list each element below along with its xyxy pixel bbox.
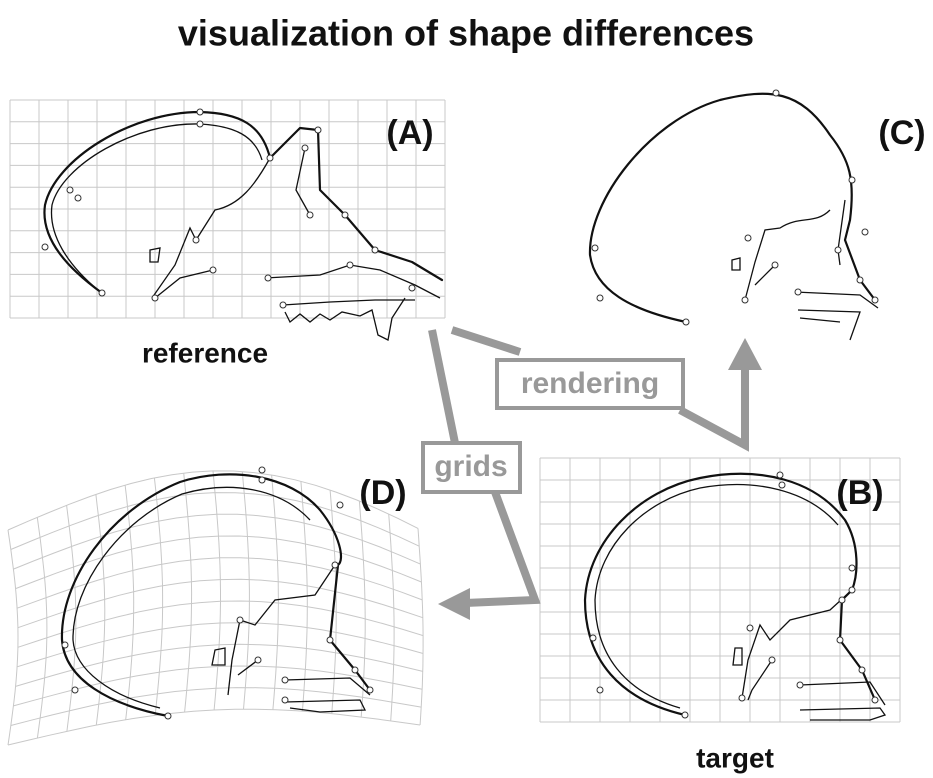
landmark [839,597,845,603]
landmarks [42,90,878,719]
landmark [779,482,785,488]
landmark [747,625,753,631]
landmark [197,121,203,127]
landmark [859,667,865,673]
landmark [197,109,203,115]
landmark [307,212,313,218]
landmark [773,90,779,96]
landmark [597,295,603,301]
landmark [210,267,216,273]
arrow-label: rendering [521,367,659,400]
landmark [347,262,353,268]
grid-line [418,528,423,725]
grid-line [8,530,18,745]
landmark [592,245,598,251]
grid-line [184,473,192,712]
landmark [795,289,801,295]
landmark [352,667,358,673]
caption: target [696,742,774,773]
landmark [797,682,803,688]
panel-label: (D) [359,474,406,512]
landmark [152,295,158,301]
landmark [259,467,265,473]
panel-label: (B) [836,474,883,512]
skull-reference [44,112,442,340]
landmark [75,195,81,201]
landmark [282,677,288,683]
grid-line [242,472,249,710]
landmark [327,637,333,643]
landmark [332,562,338,568]
landmark [72,687,78,693]
landmark [42,244,48,250]
landmark [849,177,855,183]
panel-label: (C) [878,114,925,152]
skull-rendering [590,94,878,340]
landmark [597,687,603,693]
landmark [682,712,688,718]
landmark [409,285,415,291]
landmark [280,302,286,308]
arrow-rendering-end [680,362,745,445]
landmark [255,657,261,663]
arrow-rendering-start [452,330,520,352]
landmark [267,155,273,161]
landmark [835,247,841,253]
landmark [302,145,308,151]
landmark [237,617,243,623]
landmark [193,237,199,243]
landmark [683,319,689,325]
grid-line [389,514,394,721]
landmark [777,472,783,478]
landmark [259,477,265,483]
landmark [342,212,348,218]
title: visualization of shape differences [178,13,754,54]
caption: reference [142,337,268,368]
arrow-label: grids [434,450,507,483]
grid-line [125,485,134,720]
landmark [849,587,855,593]
landmark [857,277,863,283]
arrow-grids-end [465,492,535,603]
landmark [265,275,271,281]
landmark [742,297,748,303]
figure: rendering grids visualization of shape d… [0,0,933,778]
landmark [772,262,778,268]
grid-line [13,514,420,569]
grid-line [8,471,418,530]
grid-line [272,475,279,710]
landmark [590,635,596,641]
landmark [837,637,843,643]
landmark [872,697,878,703]
skull-deformed [62,474,370,716]
landmark [67,187,73,193]
grid-line [154,478,162,715]
landmark [372,247,378,253]
grid-line [37,517,47,738]
landmark [315,127,321,133]
grid-line [11,493,419,550]
landmark [862,229,868,235]
arrowhead [438,588,470,620]
landmark [849,565,855,571]
landmark [62,642,68,648]
landmark [769,657,775,663]
landmark [739,695,745,701]
landmark [282,697,288,703]
grid-line [8,709,420,745]
landmark [337,502,343,508]
grid-line [359,501,365,717]
landmark [872,297,878,303]
landmark [745,235,751,241]
panel-label: (A) [386,114,433,152]
landmark [99,290,105,296]
landmark [165,713,171,719]
grid-line [213,471,221,710]
landmark [367,687,373,693]
arrow-grids-start [432,330,455,443]
arrowhead [728,338,762,370]
